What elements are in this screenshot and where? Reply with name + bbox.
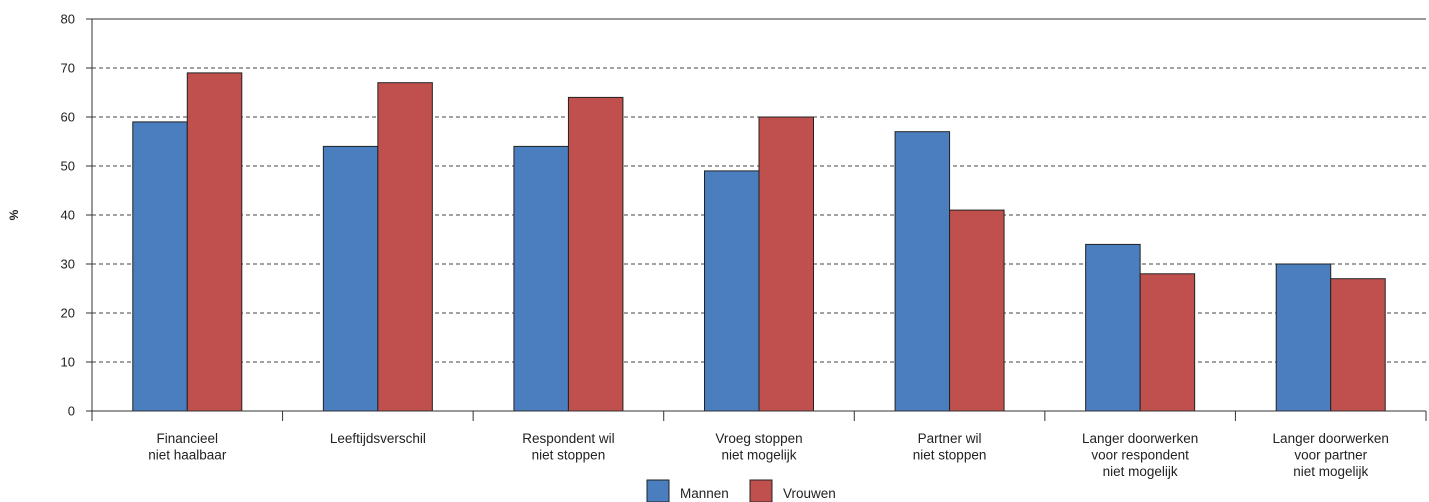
- bar-mannen-2: [513, 145, 569, 412]
- y-tick-label: 0: [68, 404, 75, 419]
- x-category-label: Partner wil niet stoppen: [913, 431, 987, 463]
- bar-mannen-5: [1085, 243, 1141, 412]
- bar-mannen-6: [1275, 263, 1332, 412]
- x-category-label: Financieel niet haalbaar: [148, 431, 227, 463]
- y-tick-label: 70: [61, 61, 75, 76]
- bar-vrouwen-3: [758, 116, 814, 412]
- bar-mannen-1: [322, 145, 379, 412]
- bar-mannen-4: [894, 131, 951, 412]
- bar-vrouwen-5: [1139, 273, 1196, 412]
- x-category-label: Leeftijdsverschil: [330, 431, 426, 446]
- bars: [132, 72, 1386, 412]
- legend-item-mannen: Mannen: [646, 479, 729, 502]
- y-tick-label: 10: [61, 355, 75, 370]
- y-tick-label: 60: [61, 110, 75, 125]
- y-tick-label: 20: [61, 306, 75, 321]
- legend-swatch: [749, 479, 773, 502]
- y-tick-label: 30: [61, 257, 75, 272]
- x-category-label: Respondent wil niet stoppen: [522, 431, 614, 463]
- y-axis-label: %: [7, 209, 21, 220]
- bar-mannen-3: [704, 170, 760, 412]
- y-tick-label: 50: [61, 159, 75, 174]
- y-tick-label: 40: [61, 208, 75, 223]
- bar-vrouwen-4: [949, 209, 1005, 412]
- legend-label: Vrouwen: [783, 486, 836, 501]
- bar-vrouwen-2: [567, 96, 624, 412]
- x-category-label: Vroeg stoppen niet mogelijk: [715, 431, 802, 463]
- y-axis-ticks: 0 10 20 30 40 50 60 70 80: [61, 12, 92, 419]
- bar-vrouwen-6: [1330, 278, 1386, 412]
- legend-label: Mannen: [680, 486, 729, 501]
- bar-vrouwen-1: [377, 82, 433, 412]
- legend-item-vrouwen: Vrouwen: [749, 479, 836, 502]
- x-axis: Financieel niet haalbaar Leeftijdsverschil…: [91, 19, 1427, 479]
- legend: Mannen Vrouwen: [646, 479, 836, 502]
- legend-swatch: [646, 479, 670, 502]
- bar-mannen-0: [132, 121, 188, 412]
- y-tick-label: 80: [61, 12, 75, 27]
- x-category-label: Langer doorwerken voor respondent niet mog…: [1082, 431, 1198, 479]
- x-category-label: Langer doorwerken voor partner niet mogeli…: [1273, 431, 1389, 479]
- bar-vrouwen-0: [186, 72, 243, 412]
